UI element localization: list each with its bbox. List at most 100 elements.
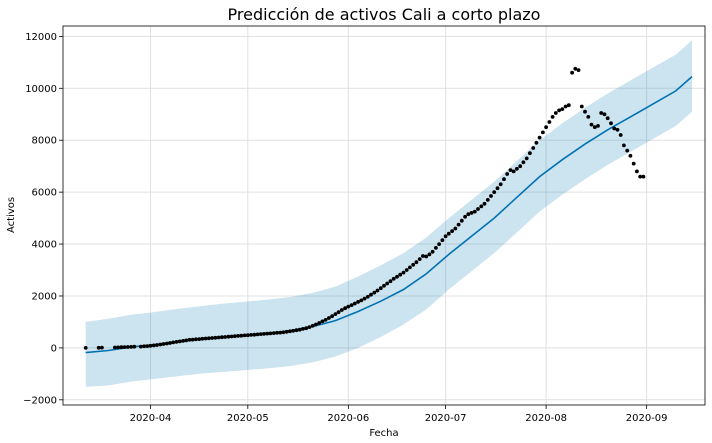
observed-point [369, 292, 373, 297]
observed-point [417, 257, 422, 261]
x-tick-label: 2020-06 [327, 413, 369, 424]
observed-point [83, 346, 88, 350]
observed-point [404, 268, 409, 272]
observed-point [550, 115, 555, 119]
observed-point [245, 333, 250, 338]
observed-point [573, 66, 578, 71]
observed-point [343, 306, 347, 311]
observed-point [359, 298, 364, 303]
observed-point [479, 204, 484, 209]
observed-point [612, 126, 617, 131]
y-tick-label: 10000 [25, 84, 57, 95]
observed-point [531, 146, 536, 150]
observed-point [320, 319, 325, 324]
observed-point [171, 340, 176, 345]
observed-point [625, 148, 630, 153]
observed-point [226, 334, 231, 339]
observed-point [537, 135, 542, 140]
observed-point [635, 169, 639, 174]
observed-point [618, 133, 623, 137]
y-tick-label: 12000 [25, 32, 57, 43]
observed-point [168, 341, 172, 345]
observed-point [174, 340, 179, 344]
observed-point [408, 265, 412, 270]
observed-point [155, 343, 159, 347]
x-axis: 2020-04 2020-05 2020-06 2020-07 2020-08 2020-… [130, 405, 668, 424]
observed-point [129, 345, 134, 349]
observed-point [281, 330, 286, 335]
observed-point [275, 330, 279, 335]
observed-point [317, 321, 322, 325]
observed-point [579, 104, 584, 109]
observed-point [122, 345, 127, 349]
observed-point [622, 143, 626, 148]
observed-point [544, 125, 548, 130]
observed-point [119, 345, 124, 350]
observed-point [177, 339, 182, 344]
observed-point [450, 229, 454, 234]
observed-point [278, 330, 283, 335]
observed-point [333, 312, 338, 316]
observed-point [466, 212, 471, 217]
observed-point [194, 337, 198, 342]
observed-point [443, 234, 448, 239]
observed-point [158, 342, 163, 347]
observed-point [638, 174, 643, 179]
observed-point [586, 115, 591, 119]
observed-point [469, 211, 474, 215]
observed-point [518, 164, 523, 169]
observed-point [541, 130, 545, 135]
observed-point [395, 274, 399, 279]
observed-point [161, 342, 166, 346]
observed-point [599, 111, 604, 115]
observed-point [391, 276, 396, 281]
observed-point [339, 308, 344, 312]
observed-point [602, 112, 607, 117]
observed-point [427, 252, 432, 257]
observed-point [229, 334, 234, 339]
observed-point [382, 283, 386, 288]
observed-point [288, 329, 292, 334]
observed-point [498, 182, 503, 187]
observed-point [200, 336, 205, 341]
observed-point [232, 334, 237, 339]
observed-point [297, 327, 302, 332]
observed-point [362, 296, 367, 301]
observed-point [502, 177, 506, 182]
observed-point [148, 343, 153, 348]
observed-point [197, 337, 202, 341]
observed-point [495, 186, 500, 191]
observed-point [223, 335, 228, 339]
observed-point [476, 207, 480, 211]
observed-point [96, 345, 101, 350]
y-axis: −2000 0 2000 4000 6000 8000 10000 12000 [23, 32, 63, 406]
observed-point [401, 270, 406, 275]
observed-point [336, 310, 341, 314]
observed-point [492, 190, 497, 195]
y-tick-label: −2000 [23, 395, 57, 406]
observed-point [378, 286, 383, 291]
observed-point [609, 121, 613, 126]
observed-point [583, 109, 587, 114]
observed-point [291, 328, 296, 333]
x-tick-label: 2020-07 [425, 413, 467, 424]
observed-point [375, 288, 380, 293]
observed-point [528, 151, 532, 156]
observed-point [356, 300, 360, 304]
observed-point [216, 335, 221, 340]
observed-point [596, 124, 600, 128]
observed-point [589, 122, 594, 127]
observed-point [310, 323, 315, 328]
observed-point [459, 218, 464, 223]
observed-point [430, 249, 435, 254]
observed-points [83, 66, 646, 350]
y-tick-label: 2000 [32, 291, 57, 302]
x-tick-label: 2020-09 [626, 413, 668, 424]
observed-point [521, 160, 526, 165]
observed-point [482, 201, 487, 206]
observed-point [440, 238, 445, 243]
observed-point [557, 108, 561, 113]
observed-point [181, 339, 185, 343]
observed-point [414, 260, 419, 265]
